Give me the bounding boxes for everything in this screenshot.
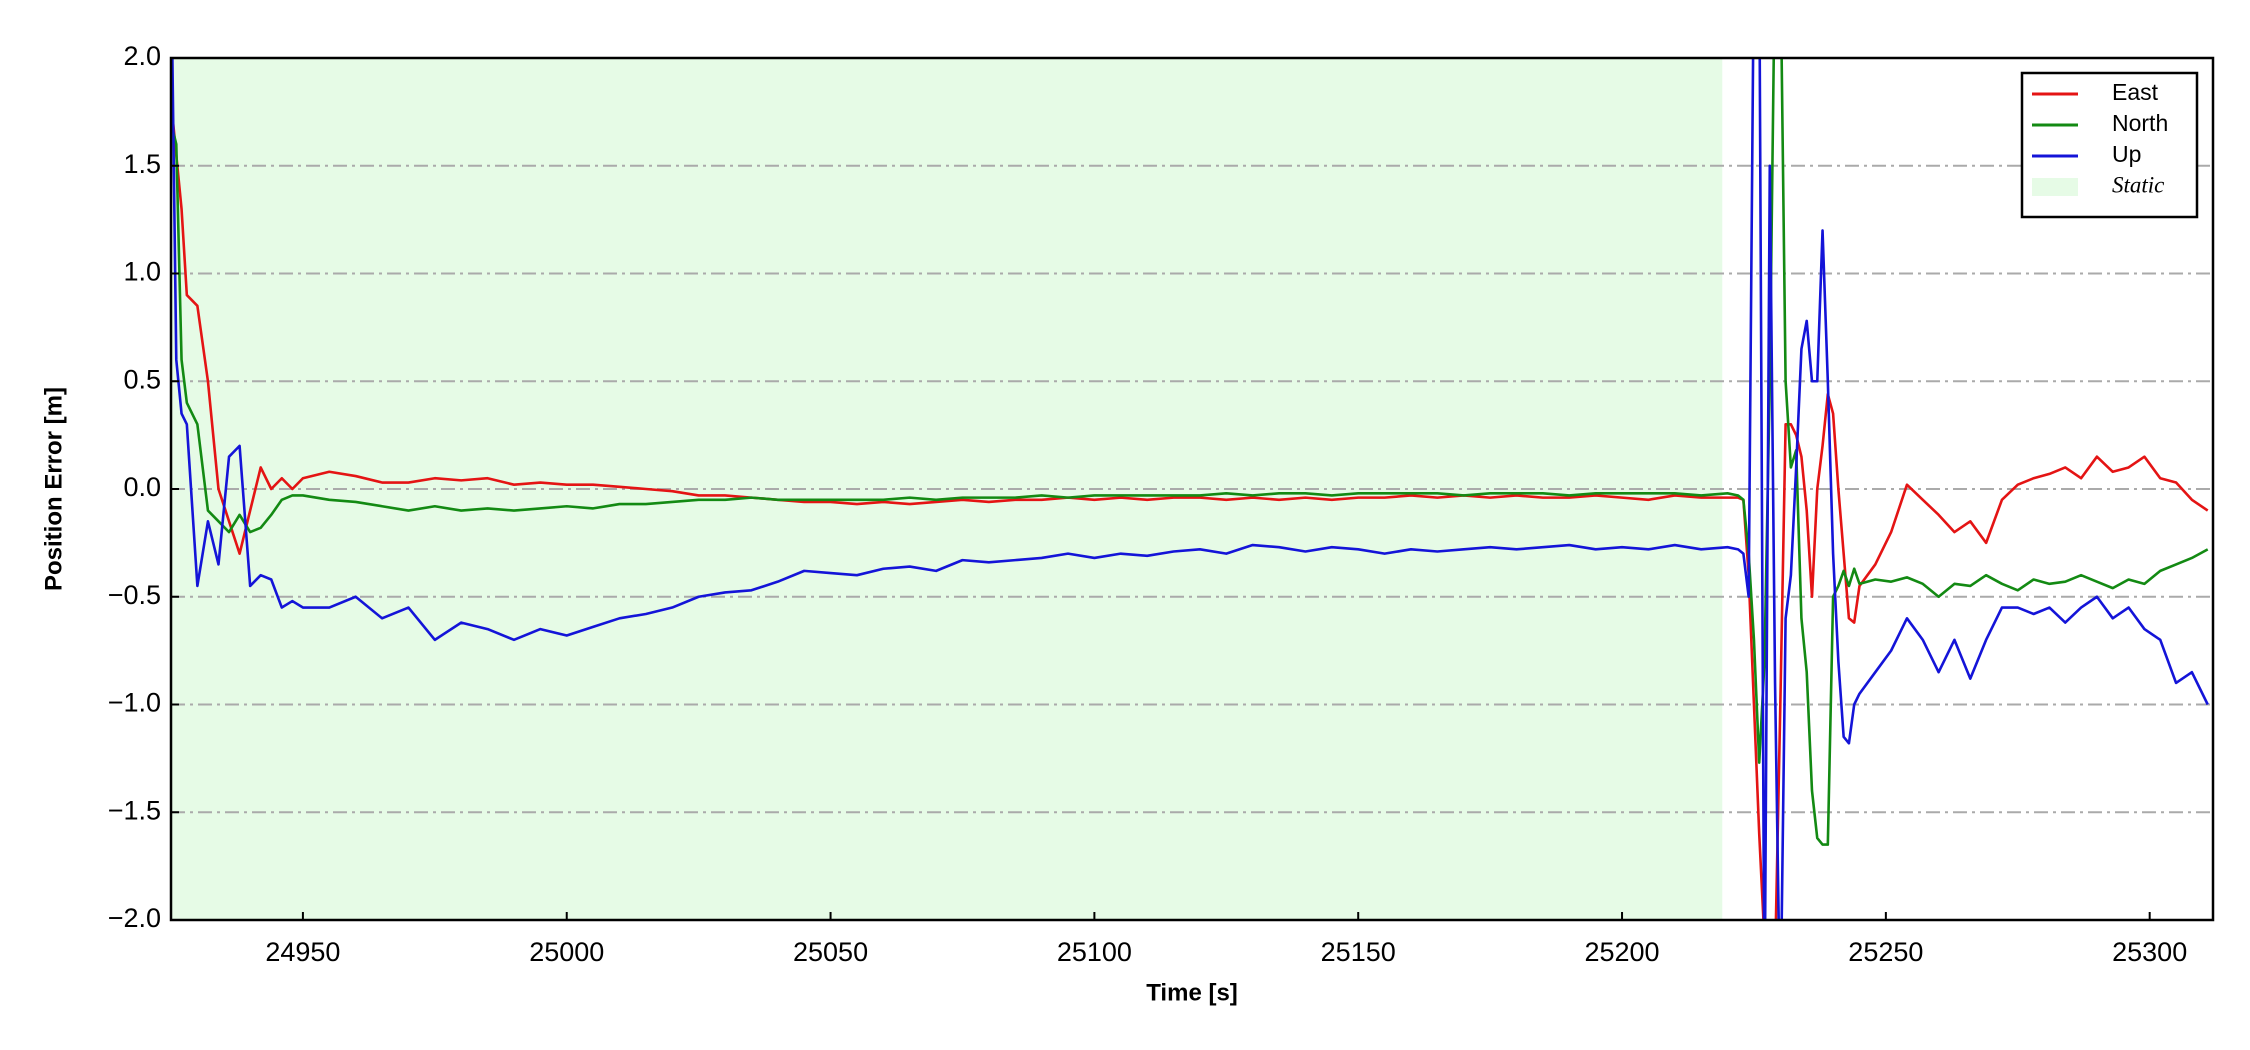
- legend-label: Static: [2112, 172, 2164, 197]
- x-tick-label: 25300: [2112, 937, 2187, 967]
- y-tick-label: −2.0: [108, 903, 161, 933]
- x-tick-label: 25000: [529, 937, 604, 967]
- y-tick-label: 0.5: [123, 364, 161, 394]
- lines: [171, 58, 2209, 920]
- legend-label: Up: [2112, 141, 2141, 167]
- legend-label: North: [2112, 110, 2168, 136]
- y-axis-label: Position Error [m]: [40, 387, 67, 591]
- x-tick-label: 25250: [1848, 937, 1923, 967]
- axes: −2.0 −1.5 −1.0 −0.5 0.0 0.5 1.0 1.5 2.0 24950 2500…: [108, 41, 2188, 967]
- x-tick-label: 25100: [1057, 937, 1132, 967]
- y-tick-label: 0.0: [123, 472, 161, 502]
- x-tick-label: 25150: [1321, 937, 1396, 967]
- y-tick-label: 1.5: [123, 149, 161, 179]
- x-tick-label: 25050: [793, 937, 868, 967]
- legend: East North Up Static: [2020, 71, 2199, 219]
- series-line: [171, 100, 2209, 920]
- y-tick-label: −1.0: [108, 688, 161, 718]
- y-tick-label: −0.5: [108, 580, 161, 610]
- legend-label: East: [2112, 79, 2159, 105]
- y-tick-label: −1.5: [108, 795, 161, 825]
- series-line: [171, 58, 2209, 846]
- x-axis-label: Time [s]: [1146, 979, 1238, 1006]
- x-tick-label: 25200: [1584, 937, 1659, 967]
- x-tick-label: 24950: [265, 937, 340, 967]
- legend-swatch: [2032, 178, 2078, 196]
- y-tick-label: 1.0: [123, 257, 161, 287]
- y-tick-label: 2.0: [123, 41, 161, 71]
- series-line: [171, 58, 2209, 920]
